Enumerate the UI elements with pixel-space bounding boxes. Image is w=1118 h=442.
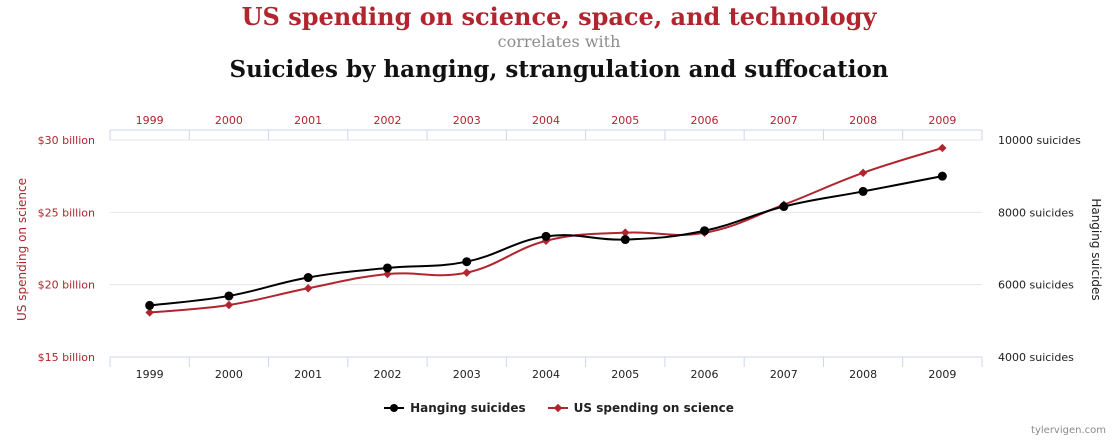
data-point-hanging [462, 257, 472, 267]
y-left-tick-label: $20 billion [38, 279, 95, 292]
y-left-tick-label: $15 billion [38, 351, 95, 364]
legend-label-science: US spending on science [573, 401, 734, 415]
x-top-tick-label: 2005 [611, 114, 639, 127]
x-top-tick-label: 2004 [532, 114, 560, 127]
data-point-hanging [937, 171, 947, 181]
x-tick-label: 2003 [453, 368, 481, 381]
y-right-tick-label: 10000 suicides [998, 134, 1081, 147]
data-point-science [621, 228, 630, 237]
x-tick-label: 2004 [532, 368, 560, 381]
legend-label-hanging: Hanging suicides [410, 401, 526, 415]
y-right-tick-label: 4000 suicides [998, 351, 1074, 364]
data-point-science [462, 268, 471, 277]
data-point-hanging [145, 300, 155, 310]
data-point-science [383, 269, 392, 279]
series-line-science [149, 147, 943, 314]
chart-subtitle: correlates with [497, 32, 621, 51]
data-point-hanging [382, 263, 392, 273]
y-right-axis-title: Hanging suicides [1089, 198, 1103, 300]
x-top-tick-label: 2002 [373, 114, 401, 127]
data-point-hanging [858, 186, 868, 196]
x-top-tick-label: 2003 [453, 114, 481, 127]
data-point-hanging [779, 202, 789, 212]
credit-text: tylervigen.com [1031, 425, 1106, 436]
data-point-hanging [224, 291, 234, 301]
data-point-hanging [700, 226, 710, 236]
data-point-hanging [620, 235, 630, 245]
x-top-tick-label: 2006 [691, 114, 719, 127]
y-right-tick-label: 8000 suicides [998, 206, 1074, 219]
chart-title-2: Suicides by hanging, strangulation and s… [229, 56, 889, 83]
x-top-tick-label: 2007 [770, 114, 798, 127]
x-tick-label: 1999 [136, 368, 164, 381]
x-tick-label: 2000 [215, 368, 243, 381]
x-tick-label: 2006 [691, 368, 719, 381]
y-left-axis-title: US spending on science [15, 178, 29, 321]
chart-legend: Hanging suicides US spending on science [0, 401, 1118, 415]
data-point-science [303, 284, 313, 293]
y-left-tick-label: $30 billion [38, 134, 95, 147]
x-tick-label: 2002 [373, 368, 401, 381]
data-point-hanging [303, 273, 313, 283]
circle-marker-icon [384, 403, 405, 413]
data-point-science [938, 143, 947, 153]
x-tick-label: 2001 [294, 368, 322, 381]
y-left-tick-label: $25 billion [38, 206, 95, 219]
chart-title: US spending on science, space, and techn… [241, 2, 877, 31]
x-tick-label: 2009 [928, 368, 956, 381]
data-point-science [224, 300, 234, 310]
data-point-hanging [541, 231, 551, 241]
x-top-tick-label: 1999 [136, 114, 164, 127]
x-top-tick-label: 2008 [849, 114, 877, 127]
x-top-tick-label: 2000 [215, 114, 243, 127]
x-tick-label: 2005 [611, 368, 639, 381]
legend-item-science[interactable]: US spending on science [547, 401, 734, 415]
data-point-science [858, 168, 868, 178]
x-top-tick-label: 2001 [294, 114, 322, 127]
x-tick-label: 2008 [849, 368, 877, 381]
x-tick-label: 2007 [770, 368, 798, 381]
y-right-tick-label: 6000 suicides [998, 279, 1074, 292]
legend-item-hanging[interactable]: Hanging suicides [384, 401, 526, 415]
diamond-marker-icon [547, 403, 568, 413]
data-point-science [145, 308, 154, 317]
x-top-tick-label: 2009 [928, 114, 956, 127]
